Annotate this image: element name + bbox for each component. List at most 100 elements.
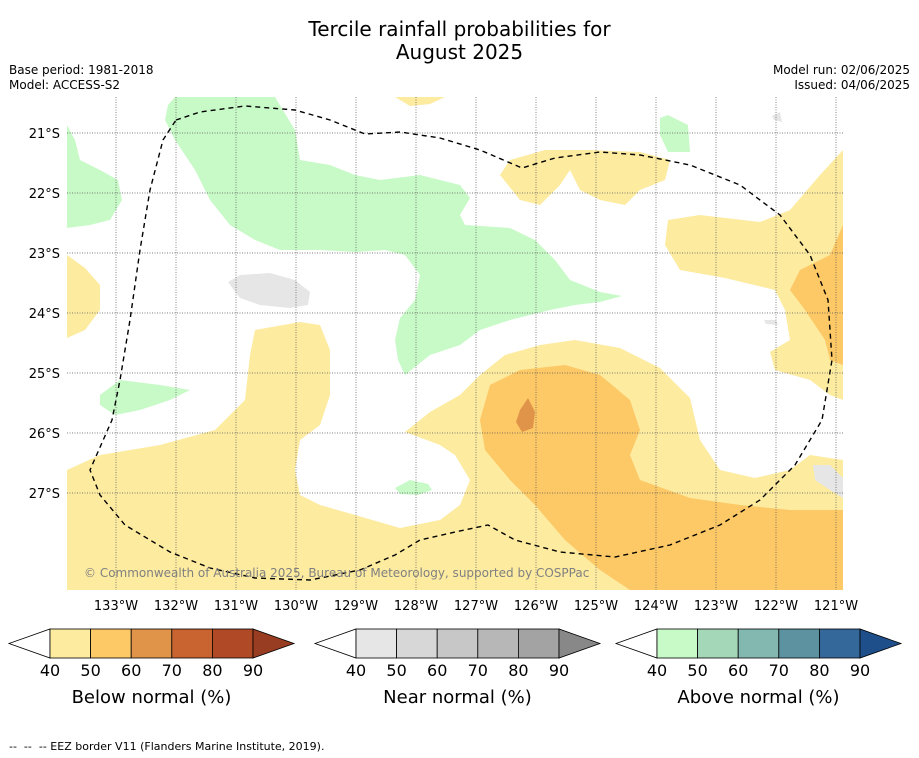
lat-label: 22°S xyxy=(29,187,60,202)
legend-over-arrow xyxy=(252,628,296,659)
legend-swatch xyxy=(697,628,739,659)
eez-border xyxy=(89,105,833,581)
copyright-text: © Commonwealth of Australia 2025, Bureau… xyxy=(84,566,589,580)
graticule xyxy=(67,97,843,590)
lon-label: 121°W xyxy=(814,599,858,614)
legend-swatch xyxy=(436,628,479,659)
legend-over-arrow xyxy=(558,628,602,659)
lon-label: 124°W xyxy=(634,599,678,614)
legend-swatch xyxy=(778,628,820,659)
above-normal-region-ne xyxy=(660,115,690,152)
eez-note-dash: -- -- xyxy=(9,740,39,753)
lon-label: 131°W xyxy=(214,599,258,614)
above-normal-region-sw xyxy=(100,380,190,415)
legend-title: Above normal (%) xyxy=(677,687,839,708)
lon-label: 129°W xyxy=(334,599,378,614)
lat-label: 27°S xyxy=(29,487,60,502)
above-normal-region-main xyxy=(165,97,622,375)
title-line-1: Tercile rainfall probabilities for xyxy=(308,17,611,41)
legend-under-arrow xyxy=(7,628,51,659)
below-normal-region-top xyxy=(395,97,445,106)
legend-tick-label: 40 xyxy=(647,661,667,680)
lon-label: 123°W xyxy=(694,599,738,614)
title-line-2: August 2025 xyxy=(395,40,524,64)
legend-tick-label: 80 xyxy=(202,661,222,680)
below-normal-region-north xyxy=(500,150,670,205)
lat-label: 25°S xyxy=(29,367,60,382)
meta-left: Base period: 1981-2018 Model: ACCESS-S2 xyxy=(9,63,154,93)
model-run: Model run: 02/06/2025 xyxy=(772,63,910,77)
lat-label: 23°S xyxy=(29,247,60,262)
legend-below-normal: 40 50 60 70 80 90 Below normal (%) xyxy=(7,628,296,708)
near-normal-region xyxy=(228,273,310,308)
lon-label: 125°W xyxy=(574,599,618,614)
above-normal-region-small xyxy=(395,480,432,495)
legend-tick-label: 40 xyxy=(346,661,366,680)
issued-date: Issued: 04/06/2025 xyxy=(794,78,910,92)
below-normal-region-west xyxy=(67,255,100,338)
legend-swatch xyxy=(396,628,438,659)
legend-swatch xyxy=(171,628,213,659)
legend-swatch xyxy=(477,628,519,659)
legend-tick-label: 80 xyxy=(508,661,528,680)
lon-label: 127°W xyxy=(454,599,498,614)
eez-note-text: -- EEZ border V11 (Flanders Marine Insti… xyxy=(38,740,325,753)
map-title: Tercile rainfall probabilities for Augus… xyxy=(0,18,919,64)
legend-tick-label: 70 xyxy=(468,661,488,680)
eez-note: -- -- -- EEZ border V11 (Flanders Marine… xyxy=(9,740,324,753)
legend-tick-label: 70 xyxy=(769,661,789,680)
legend-tick-label: 60 xyxy=(121,661,141,680)
legend-under-arrow xyxy=(313,628,357,659)
legend-tick-label: 90 xyxy=(850,661,870,680)
legends: 40 50 60 70 80 90 Below normal (%) 40 50 60 70 80 90… xyxy=(7,628,903,708)
probability-fields xyxy=(67,97,843,590)
legend-swatch xyxy=(355,628,397,659)
legend-swatch xyxy=(49,628,91,659)
legend-tick-label: 50 xyxy=(386,661,406,680)
legend-tick-label: 60 xyxy=(427,661,447,680)
legend-title: Below normal (%) xyxy=(72,687,232,708)
lat-label: 21°S xyxy=(29,127,60,142)
legend-above-normal: 40 50 60 70 80 90 Above normal (%) xyxy=(614,628,903,708)
below-normal-50-region xyxy=(480,365,843,590)
model-name: Model: ACCESS-S2 xyxy=(9,78,121,92)
legend-swatch xyxy=(90,628,132,659)
axis-labels: 21°S 22°S 23°S 24°S 25°S 26°S 27°S 133°W… xyxy=(29,127,859,614)
legend-swatch xyxy=(211,628,254,659)
meta-right: Model run: 02/06/2025 Issued: 04/06/2025 xyxy=(773,63,910,93)
lon-label: 126°W xyxy=(514,599,558,614)
lon-label: 130°W xyxy=(274,599,318,614)
legend-over-arrow xyxy=(859,628,903,659)
legend-swatch xyxy=(737,628,780,659)
lon-label: 133°W xyxy=(94,599,138,614)
legend-title: Near normal (%) xyxy=(383,687,532,708)
legend-swatch xyxy=(130,628,173,659)
above-normal-region-west xyxy=(67,125,122,228)
base-period: Base period: 1981-2018 xyxy=(9,63,154,77)
legend-tick-label: 90 xyxy=(549,661,569,680)
legend-tick-label: 50 xyxy=(80,661,100,680)
legend-under-arrow xyxy=(614,628,658,659)
near-normal-region-east xyxy=(813,465,843,498)
lat-label: 24°S xyxy=(29,307,60,322)
legend-tick-label: 90 xyxy=(243,661,263,680)
legend-swatch xyxy=(819,628,861,659)
legend-tick-label: 50 xyxy=(687,661,707,680)
below-normal-region-northeast xyxy=(665,150,843,400)
legend-swatch xyxy=(518,628,560,659)
below-normal-60-patch xyxy=(516,398,535,432)
below-normal-50-region-east xyxy=(790,225,843,365)
legend-swatch xyxy=(656,628,698,659)
legend-near-normal: 40 50 60 70 80 90 Near normal (%) xyxy=(313,628,602,708)
lon-label: 132°W xyxy=(154,599,198,614)
near-normal-region-small xyxy=(772,112,782,122)
lon-label: 122°W xyxy=(754,599,798,614)
lon-label: 128°W xyxy=(394,599,438,614)
legend-tick-label: 70 xyxy=(162,661,182,680)
near-normal-region-small-2 xyxy=(764,320,778,325)
legend-tick-label: 80 xyxy=(809,661,829,680)
legend-tick-label: 60 xyxy=(728,661,748,680)
lat-label: 26°S xyxy=(29,427,60,442)
legend-tick-label: 40 xyxy=(40,661,60,680)
